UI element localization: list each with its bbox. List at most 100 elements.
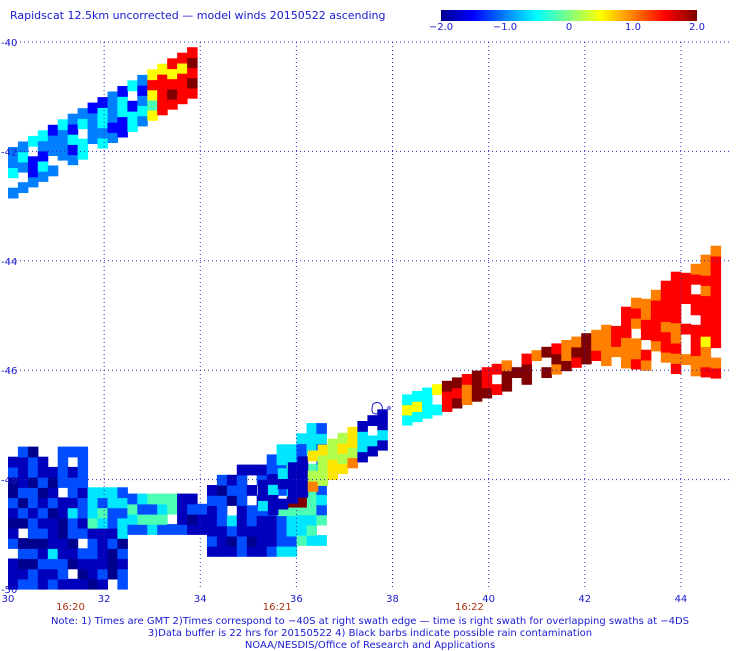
wind-cell <box>97 507 108 519</box>
wind-cell <box>127 121 138 132</box>
wind-cell <box>177 73 188 84</box>
wind-cell <box>77 477 89 488</box>
wind-cell <box>177 52 188 64</box>
wind-cell <box>187 57 198 69</box>
wind-cell <box>8 507 19 519</box>
wind-cell <box>631 348 642 360</box>
wind-cell <box>67 507 79 519</box>
wind-cell <box>286 515 298 527</box>
wind-cell <box>197 503 208 515</box>
wind-cell <box>306 433 317 445</box>
wind-cell <box>670 271 682 283</box>
wind-cell <box>187 493 198 505</box>
wind-cell <box>246 485 258 496</box>
wind-cell <box>317 464 329 476</box>
y-tick-label: -42 <box>1 147 17 158</box>
wind-cell <box>640 329 652 341</box>
wind-cell <box>137 493 148 505</box>
wind-cell <box>710 296 722 308</box>
colorbar-tick-label: 2.0 <box>689 22 705 33</box>
wind-cell <box>316 504 327 516</box>
wind-cell <box>77 568 89 580</box>
wind-cell <box>481 387 493 399</box>
wind-cell <box>710 316 722 328</box>
wind-cell <box>277 468 289 479</box>
wind-cell <box>157 503 168 515</box>
wind-cell <box>327 459 339 470</box>
wind-cell <box>432 384 443 395</box>
wind-cell <box>246 535 258 547</box>
wind-cell <box>47 477 59 488</box>
wind-cell <box>57 139 69 151</box>
wind-cell <box>306 423 317 434</box>
wind-cell <box>327 438 339 450</box>
wind-cell <box>337 463 348 475</box>
wind-cell <box>207 525 218 537</box>
wind-cell <box>67 144 79 156</box>
wind-cell <box>37 487 49 499</box>
wind-cell <box>236 464 248 476</box>
wind-cell <box>660 280 672 292</box>
wind-cell <box>127 514 138 525</box>
wind-cell <box>367 435 378 447</box>
wind-cell <box>67 446 79 458</box>
wind-cell <box>47 507 59 519</box>
wind-cell <box>317 454 329 466</box>
wind-cell <box>377 409 388 421</box>
wind-cell <box>296 443 307 455</box>
wind-cell <box>97 497 108 509</box>
wind-cell <box>37 528 49 539</box>
wind-cell <box>107 101 118 113</box>
wind-cell <box>317 475 329 486</box>
wind-cell <box>17 466 29 478</box>
wind-cell <box>27 466 39 478</box>
wind-cell <box>47 487 59 499</box>
wind-cell <box>286 444 298 456</box>
wind-cell <box>87 558 99 570</box>
wind-cell <box>8 538 19 549</box>
wind-cell <box>67 477 79 488</box>
wind-cell <box>87 568 99 580</box>
wind-cell <box>77 446 89 458</box>
wind-cell <box>650 299 662 311</box>
wind-cell <box>37 171 49 182</box>
wind-cell <box>127 503 138 515</box>
wind-cell <box>17 517 29 529</box>
wind-cell <box>307 470 319 482</box>
wind-cell <box>461 394 473 406</box>
wind-cell <box>187 514 198 525</box>
wind-cell <box>412 401 423 412</box>
wind-cell <box>37 548 49 560</box>
wind-cell <box>441 401 453 412</box>
wind-cell <box>631 297 642 309</box>
wind-cell <box>8 187 19 199</box>
wind-cell <box>216 525 228 537</box>
wind-cell <box>670 363 682 374</box>
wind-cell <box>287 492 299 504</box>
wind-cell <box>670 322 682 334</box>
wind-cell <box>551 343 562 355</box>
wind-cell <box>77 148 89 160</box>
wind-cell <box>107 487 118 499</box>
wind-cell <box>690 263 702 275</box>
wind-cell <box>117 568 128 580</box>
wind-cell <box>601 335 612 346</box>
wind-cell <box>236 495 248 506</box>
wind-cell <box>207 535 218 547</box>
wind-cell <box>37 538 49 549</box>
wind-cell <box>591 340 602 351</box>
wind-cell <box>87 528 99 539</box>
wind-cell <box>8 487 19 499</box>
wind-cell <box>216 515 228 527</box>
wind-cell <box>710 276 722 287</box>
wind-cell <box>246 546 258 557</box>
wind-cell <box>8 147 19 158</box>
wind-cell <box>147 79 158 91</box>
wind-cell <box>226 495 238 506</box>
wind-cell <box>660 331 672 343</box>
wind-cell <box>147 89 158 101</box>
wind-cell <box>17 568 29 580</box>
wind-cell <box>670 312 682 324</box>
wind-cell <box>531 350 542 361</box>
